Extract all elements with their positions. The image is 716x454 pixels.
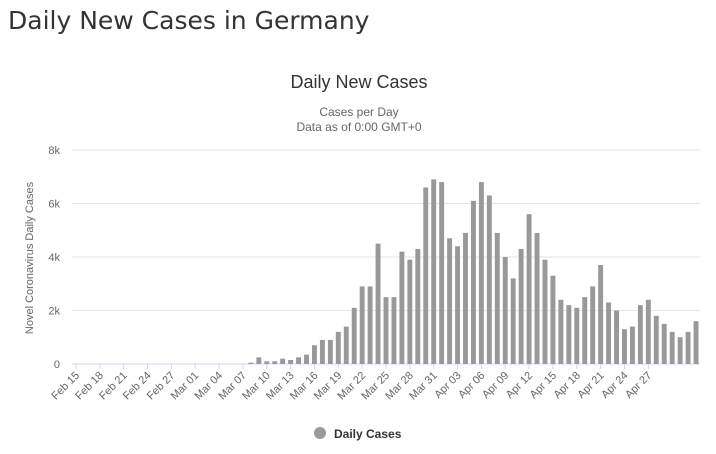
bar[interactable] <box>606 302 612 364</box>
bar[interactable] <box>486 195 492 364</box>
bar[interactable] <box>510 278 516 364</box>
y-tick-labels: 0 2k 4k 6k 8k <box>48 145 60 371</box>
bar[interactable] <box>661 323 667 365</box>
bar[interactable] <box>327 339 333 364</box>
chart-subtitle-line-1: Cases per Day <box>319 105 398 119</box>
y-tick-label: 8k <box>48 145 60 157</box>
bar[interactable] <box>288 359 294 364</box>
bar[interactable] <box>399 251 405 364</box>
bar[interactable] <box>590 286 596 364</box>
bar[interactable] <box>518 248 524 364</box>
y-tick-label: 6k <box>48 199 60 211</box>
bar[interactable] <box>272 361 278 364</box>
bar[interactable] <box>637 305 643 364</box>
bar[interactable] <box>351 307 357 364</box>
bar[interactable] <box>470 200 476 364</box>
chart-subtitle-line-2: Data as of 0:00 GMT+0 <box>296 120 421 134</box>
bar[interactable] <box>622 329 627 364</box>
bar[interactable] <box>494 232 500 364</box>
bar[interactable] <box>598 265 604 364</box>
legend-marker <box>314 427 326 439</box>
bar[interactable] <box>335 331 341 364</box>
y-axis-label: Novel Coronavirus Daily Cases <box>24 181 36 334</box>
bar[interactable] <box>669 331 675 364</box>
bar[interactable] <box>558 299 564 364</box>
legend[interactable]: Daily Cases <box>314 427 402 441</box>
bar[interactable] <box>367 286 373 364</box>
bar[interactable] <box>319 339 325 364</box>
bar[interactable] <box>304 354 309 364</box>
bar[interactable] <box>423 187 429 364</box>
y-tick-label: 0 <box>54 359 60 371</box>
bar[interactable] <box>566 305 572 364</box>
bar[interactable] <box>478 182 484 364</box>
bar[interactable] <box>248 362 254 364</box>
bar[interactable] <box>645 299 651 364</box>
bar[interactable] <box>455 246 461 364</box>
chart-title: Daily New Cases <box>290 72 427 92</box>
bar[interactable] <box>439 182 445 364</box>
bar[interactable] <box>383 297 389 365</box>
x-tick-label: Apr 27 <box>623 370 654 401</box>
bar[interactable] <box>391 297 397 365</box>
bar[interactable] <box>407 259 413 364</box>
bar[interactable] <box>280 358 286 364</box>
bar[interactable] <box>574 307 580 364</box>
bar[interactable] <box>502 257 508 364</box>
bar[interactable] <box>296 357 302 364</box>
bar[interactable] <box>685 331 691 364</box>
legend-label[interactable]: Daily Cases <box>334 427 402 441</box>
bar[interactable] <box>653 315 659 364</box>
bar[interactable] <box>375 243 381 365</box>
page-title: Daily New Cases in Germany <box>8 6 370 35</box>
bar[interactable] <box>343 326 349 364</box>
bar[interactable] <box>534 232 540 364</box>
bar[interactable] <box>542 259 548 364</box>
bar[interactable] <box>256 357 262 364</box>
y-tick-label: 4k <box>48 252 60 264</box>
bar[interactable] <box>677 337 683 364</box>
bar[interactable] <box>415 248 421 364</box>
bar[interactable] <box>264 361 270 364</box>
bar[interactable] <box>693 321 699 364</box>
bar[interactable] <box>447 238 453 364</box>
bar[interactable] <box>614 310 619 365</box>
bar[interactable] <box>550 275 556 364</box>
y-tick-label: 2k <box>48 306 60 318</box>
bar-series <box>248 179 699 365</box>
bar[interactable] <box>526 214 532 364</box>
bar[interactable] <box>311 345 317 364</box>
bar[interactable] <box>359 286 365 364</box>
bar[interactable] <box>463 232 468 364</box>
bar[interactable] <box>629 326 635 364</box>
bar[interactable] <box>582 297 588 365</box>
bar[interactable] <box>431 179 437 364</box>
